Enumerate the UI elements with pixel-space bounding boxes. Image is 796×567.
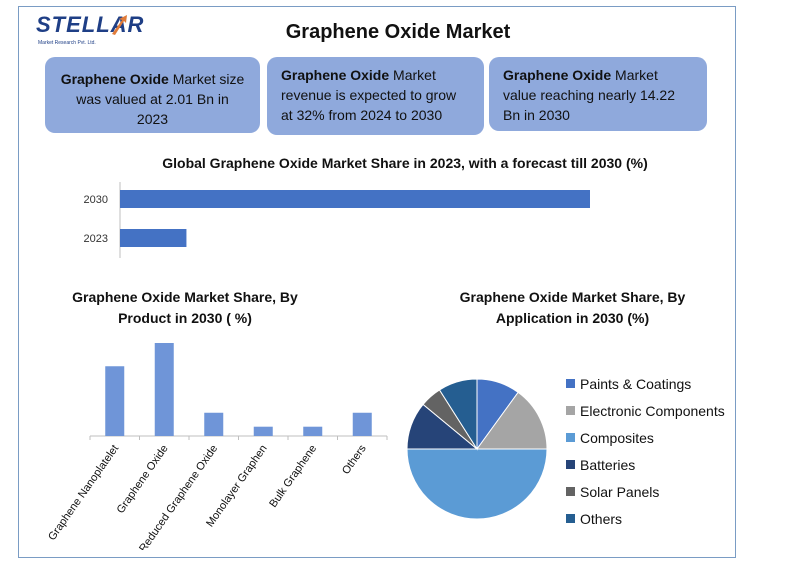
legend-item: Batteries (566, 451, 725, 478)
infographic-frame (18, 6, 736, 558)
legend-label: Electronic Components (580, 402, 725, 419)
info-card-growth: Graphene Oxide Market revenue is expecte… (267, 57, 484, 135)
application-pie-chart (406, 378, 548, 520)
global-share-chart-title: Global Graphene Oxide Market Share in 20… (162, 155, 648, 171)
legend-item: Solar Panels (566, 478, 725, 505)
tick-label-bulk-graphene: Bulk Graphene (267, 443, 319, 510)
legend-swatch (566, 514, 575, 523)
legend-label: Paints & Coatings (580, 375, 692, 392)
legend-swatch (566, 406, 575, 415)
legend-swatch (566, 460, 575, 469)
bar-bulk-graphene (303, 426, 323, 436)
card-bold: Graphene Oxide (281, 67, 390, 83)
legend-item: Composites (566, 424, 725, 451)
pie-slice-others (438, 378, 478, 451)
product-chart-title: Graphene Oxide Market Share, By Product … (72, 289, 298, 326)
info-card-value: Graphene Oxide Market value reaching nea… (489, 57, 707, 131)
bar-others (352, 412, 372, 436)
card-bold: Graphene Oxide (503, 67, 612, 83)
bar-reduced-graphene-oxide (204, 412, 224, 436)
bar-graphene-oxide (154, 343, 174, 436)
bar-2023 (120, 229, 187, 247)
bar-2030 (120, 190, 590, 208)
tick-label-2030: 2030 (84, 194, 108, 206)
legend-swatch (566, 433, 575, 442)
pie-slice-composites (406, 448, 548, 520)
tick-label-2023: 2023 (84, 233, 108, 245)
application-chart-title: Graphene Oxide Market Share, By Applicat… (459, 289, 686, 326)
company-logo: STELLAR Market Research Pvt. Ltd. (36, 10, 143, 50)
global-share-bar-chart: 2030 2023 (84, 182, 590, 258)
card-bold: Graphene Oxide (60, 71, 169, 87)
legend-swatch (566, 379, 575, 388)
legend-item: Electronic Components (566, 397, 725, 424)
bar-monolayer-graphen (253, 426, 273, 436)
legend-item: Others (566, 505, 725, 532)
page-title: Graphene Oxide Market (285, 21, 511, 43)
card-text: Market size was valued at 2.01 Bn in 202… (76, 71, 245, 127)
bar-graphene-nanoplatelet (105, 366, 125, 436)
card-text: Market value reaching nearly 14.22 Bn in… (503, 67, 676, 123)
tick-label-graphene-oxide: Graphene Oxide (115, 443, 171, 516)
legend-label: Others (580, 510, 623, 527)
card-text: Market revenue is expected to grow at 32… (281, 67, 457, 123)
tick-label-graphene-nanoplatelet: Graphene Nanoplatelet (46, 443, 121, 543)
pie-slice-electronic-components (476, 391, 548, 450)
pie-legend: Paints & Coatings Electronic Components Co… (566, 370, 725, 532)
logo-arrow-icon (112, 15, 127, 35)
legend-label: Solar Panels (580, 483, 660, 500)
legend-item: Paints & Coatings (566, 370, 725, 397)
legend-label: Composites (580, 429, 654, 446)
logo-subtitle: Market Research Pvt. Ltd. (38, 40, 96, 46)
info-card-size: Graphene Oxide Market size was valued at… (45, 57, 260, 133)
legend-label: Batteries (580, 456, 636, 473)
tick-label-others: Others (340, 442, 369, 476)
legend-swatch (566, 487, 575, 496)
